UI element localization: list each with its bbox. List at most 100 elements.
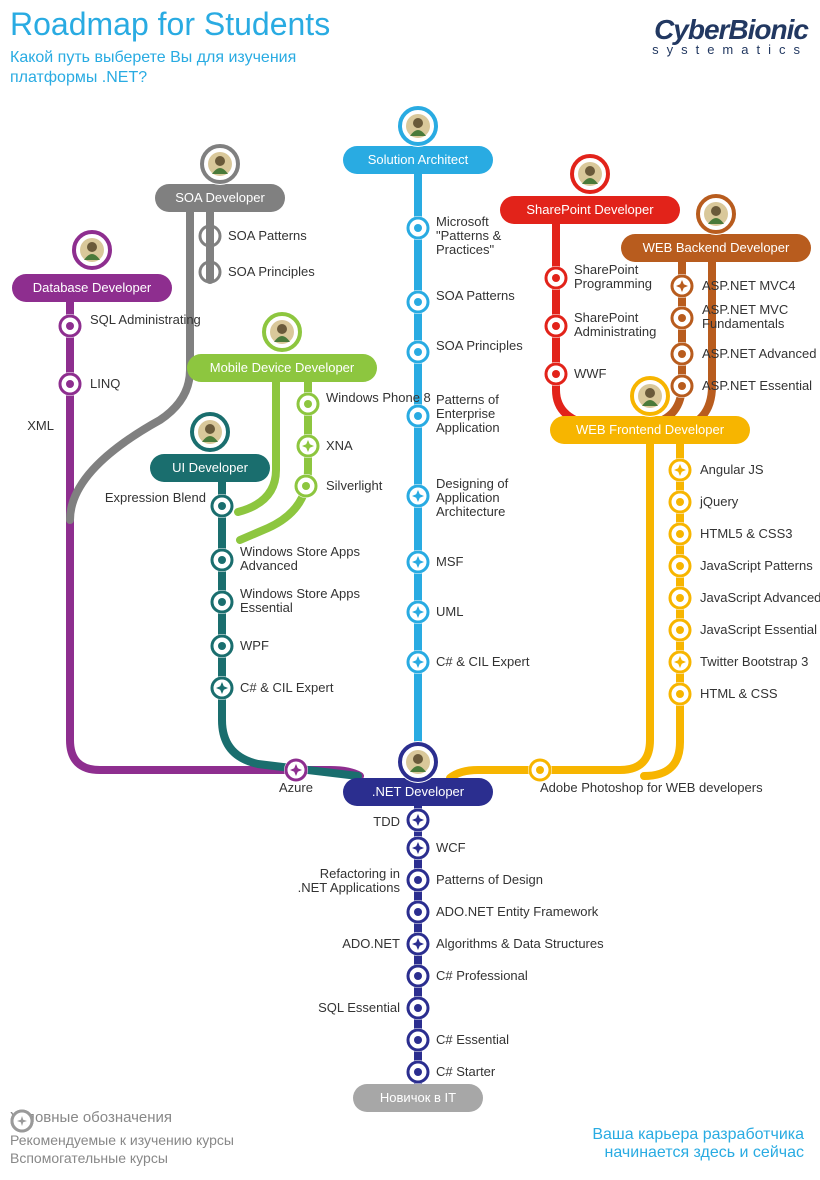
course-label: Practices" — [436, 242, 494, 257]
course-label: Advanced — [240, 558, 298, 573]
avatar-icon — [199, 143, 241, 185]
course-stop — [668, 554, 692, 578]
role-pill-sharepoint: SharePoint Developer — [500, 196, 680, 224]
course-label: ASP.NET Essential — [702, 378, 812, 393]
course-stop — [406, 836, 430, 860]
course-label: SOA Principles — [228, 264, 315, 279]
course-stop — [406, 404, 430, 428]
course-label: Essential — [240, 600, 293, 615]
course-label: WPF — [240, 638, 269, 653]
course-label: .NET Applications — [298, 880, 401, 895]
course-stop — [406, 340, 430, 364]
tagline-line2: начинается здесь и сейчас — [605, 1144, 804, 1161]
course-label: Programming — [574, 276, 652, 291]
course-label: Patterns of Design — [436, 872, 543, 887]
legend-auxiliary-icon — [10, 1109, 34, 1133]
tagline-line1: Ваша карьера разработчика — [592, 1126, 804, 1143]
course-stop — [406, 1060, 430, 1084]
svg-text:SharePoint Developer: SharePoint Developer — [526, 202, 654, 217]
course-label: SharePoint — [574, 310, 639, 325]
course-stop — [406, 900, 430, 924]
svg-text:WEB Frontend Developer: WEB Frontend Developer — [576, 422, 725, 437]
legend-recommended-label: Рекомендуемые к изучению курсы — [10, 1132, 234, 1148]
course-label: Patterns of — [436, 392, 499, 407]
course-stop — [670, 306, 694, 330]
course-stop — [668, 618, 692, 642]
tagline: Ваша карьера разработчика начинается зде… — [592, 1126, 804, 1162]
course-label: SOA Patterns — [228, 228, 307, 243]
course-label: Azure — [279, 780, 313, 795]
course-stop — [406, 290, 430, 314]
course-label: WCF — [436, 840, 466, 855]
track-path-ui — [222, 480, 358, 776]
course-stop — [406, 868, 430, 892]
course-label: Algorithms & Data Structures — [436, 936, 604, 951]
svg-text:UI Developer: UI Developer — [172, 460, 249, 475]
course-label: Administrating — [574, 324, 656, 339]
course-stop — [406, 550, 430, 574]
avatar-icon — [261, 311, 303, 353]
role-pill-soa: SOA Developer — [155, 184, 285, 212]
course-label: Application — [436, 420, 500, 435]
course-stop — [670, 374, 694, 398]
course-label: XML — [27, 418, 54, 433]
course-label: MSF — [436, 554, 464, 569]
course-label: ASP.NET Advanced — [702, 346, 816, 361]
role-pill-start: Новичок в IT — [353, 1084, 483, 1112]
course-stop — [406, 484, 430, 508]
course-label: SQL Administrating — [90, 312, 201, 327]
course-label: Adobe Photoshop for WEB developers — [540, 780, 763, 795]
course-stop — [58, 314, 82, 338]
svg-text:Mobile Device Developer: Mobile Device Developer — [210, 360, 355, 375]
course-label: Application — [436, 490, 500, 505]
course-stop — [58, 372, 82, 396]
roadmap-diagram: Azure Adobe Photoshop for WEB developers C… — [0, 0, 820, 1180]
course-label: ADO.NET Entity Framework — [436, 904, 599, 919]
course-stop — [210, 548, 234, 572]
course-label: UML — [436, 604, 463, 619]
course-label: ADO.NET — [342, 936, 400, 951]
course-stop — [406, 964, 430, 988]
role-pill-ui: UI Developer — [150, 454, 270, 482]
course-stop — [668, 458, 692, 482]
svg-text:.NET Developer: .NET Developer — [372, 784, 465, 799]
legend-auxiliary-label: Вспомогательные курсы — [10, 1150, 168, 1166]
course-stop — [406, 216, 430, 240]
course-label: Microsoft — [436, 214, 489, 229]
course-stop — [668, 650, 692, 674]
course-label: Refactoring in — [320, 866, 400, 881]
role-pill-mobile: Mobile Device Developer — [187, 354, 377, 382]
course-stop — [544, 362, 568, 386]
course-label: Windows Store Apps — [240, 544, 360, 559]
course-stop — [668, 586, 692, 610]
course-label: Twitter Bootstrap 3 — [700, 654, 808, 669]
course-label: JavaScript Advanced — [700, 590, 820, 605]
course-label: SOA Patterns — [436, 288, 515, 303]
course-label: C# Professional — [436, 968, 528, 983]
course-label: Windows Store Apps — [240, 586, 360, 601]
course-label: C# & CIL Expert — [436, 654, 530, 669]
course-stop — [670, 274, 694, 298]
course-stop — [544, 266, 568, 290]
course-label: LINQ — [90, 376, 120, 391]
course-stop — [406, 1028, 430, 1052]
avatar-icon — [71, 229, 113, 271]
course-label: ASP.NET MVC4 — [702, 278, 795, 293]
legend-heading: Условные обозначения — [10, 1109, 234, 1126]
course-label: C# Starter — [436, 1064, 496, 1079]
course-label: Architecture — [436, 504, 505, 519]
course-stop — [296, 392, 320, 416]
course-label: Windows Phone 8 — [326, 390, 431, 405]
svg-text:SOA Developer: SOA Developer — [175, 190, 265, 205]
avatar-icon — [397, 105, 439, 147]
course-label: SOA Principles — [436, 338, 523, 353]
course-stop — [668, 682, 692, 706]
avatar-icon — [629, 375, 671, 417]
course-label: XNA — [326, 438, 353, 453]
course-label: HTML5 & CSS3 — [700, 526, 792, 541]
avatar-icon — [569, 153, 611, 195]
course-label: Enterprise — [436, 406, 495, 421]
course-label: Designing of — [436, 476, 509, 491]
course-label: jQuery — [699, 494, 739, 509]
course-stop — [406, 996, 430, 1020]
